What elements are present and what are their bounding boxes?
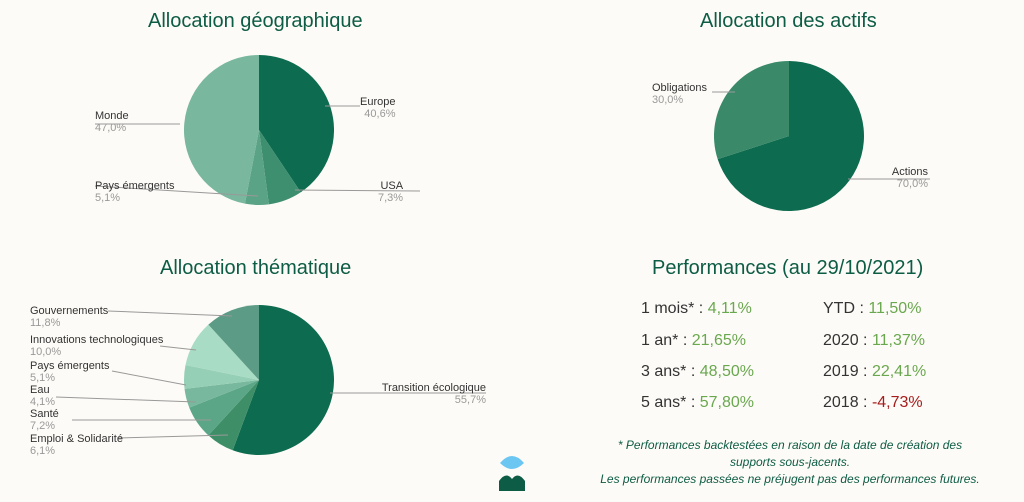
perf-right-0: YTD : 11,50% [823, 300, 922, 317]
geo-slice-0 [259, 55, 335, 193]
geo-label-emerging: Pays émergents 5,1% [95, 180, 175, 204]
perf-left-3: 5 ans* : 57,80% [641, 394, 754, 411]
theme-label-eau: Eau 4,1% [30, 384, 56, 408]
perf-right-2: 2019 : 22,41% [823, 363, 927, 380]
theme-slice-1 [208, 380, 259, 451]
theme-slice-4 [183, 365, 259, 389]
assets-chart-title: Allocation des actifs [700, 10, 877, 32]
geo-label-europe: Europe 40,6% [360, 96, 396, 120]
leader-line-7 [117, 434, 229, 439]
leader-line-1 [294, 189, 421, 192]
leader-line-12 [107, 310, 233, 317]
geo-slice-2 [244, 130, 269, 205]
theme-slice-5 [185, 324, 259, 380]
performance-disclaimer: * Performances backtestées en raison de … [600, 438, 980, 486]
theme-label-gouvernements: Gouvernements 11,8% [30, 305, 109, 329]
assets-slice-0 [717, 61, 865, 211]
geo-label-monde: Monde 47,0% [95, 110, 129, 134]
brand-logo-icon [499, 456, 525, 491]
perf-left-2: 3 ans* : 48,50% [641, 363, 754, 380]
geo-chart-title: Allocation géographique [148, 10, 363, 32]
assets-slice-1 [713, 61, 789, 160]
theme-label-transition: Transition écologique 55,7% [381, 382, 486, 406]
theme-label-emerging: Pays émergents 5,1% [30, 360, 110, 384]
theme-slice-3 [184, 380, 259, 408]
geo-slice-3 [184, 55, 259, 204]
leader-line-2 [94, 185, 259, 197]
leader-line-9 [55, 396, 197, 403]
theme-slice-6 [208, 305, 259, 380]
theme-slice-0 [232, 305, 334, 455]
perf-right-3: 2018 : -4,73% [823, 394, 923, 411]
assets-label-obligations: Obligations 30,0% [652, 82, 708, 106]
perf-left-1: 1 an* : 21,65% [641, 332, 746, 349]
leader-line-10 [111, 370, 187, 386]
theme-chart-title: Allocation thématique [160, 257, 352, 279]
theme-slice-2 [189, 380, 259, 436]
perf-right-1: 2020 : 11,37% [823, 332, 926, 349]
geo-slice-1 [259, 130, 301, 205]
theme-label-sante: Santé 7,2% [30, 408, 59, 432]
performance-title: Performances (au 29/10/2021) [652, 257, 924, 279]
leader-line-11 [159, 345, 197, 351]
perf-left-0: 1 mois* : 4,11% [641, 300, 752, 317]
theme-label-emploi: Emploi & Solidarité 6,1% [30, 433, 123, 457]
theme-label-innovations: Innovations technologiques 10,0% [30, 334, 164, 358]
geo-label-usa: USA 7,3% [378, 180, 404, 204]
assets-label-actions: Actions 70,0% [891, 166, 928, 190]
